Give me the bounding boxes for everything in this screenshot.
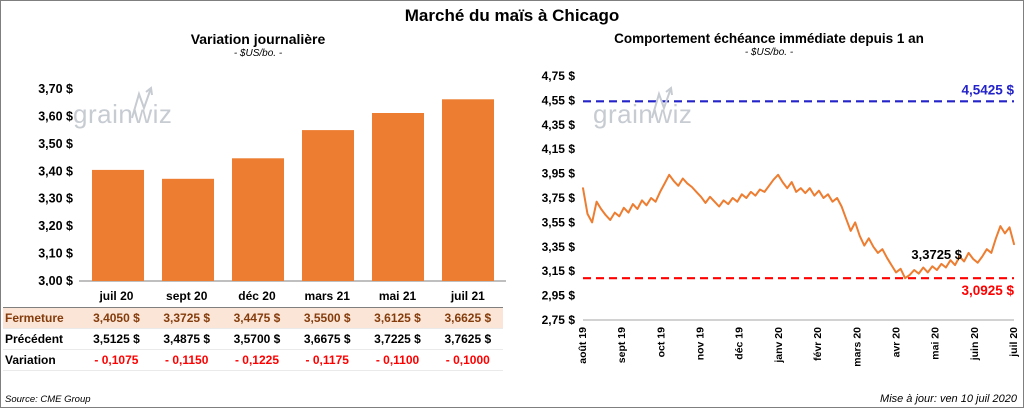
grainwiz-watermark: grainwiz [593,86,693,130]
bar-mars 21 [302,130,354,281]
watermark-spike-icon [651,86,673,119]
reference-line-label: 4,5425 $ [961,82,1014,97]
line-x-axis-label: déc 19 [734,327,746,360]
bar-sept 20 [162,178,214,281]
table-cell: - 0,1000 [445,352,490,367]
line-x-axis-label: juil 20 [1008,327,1020,358]
table-cell: 3,6625 $ [444,310,492,325]
watermark-text: grainwiz [593,99,693,129]
bar-y-tick-label: 3,30 $ [38,192,73,206]
table-cell: 3,3725 $ [163,310,211,325]
column-header: sept 20 [151,286,222,308]
line-x-axis-label: janv 20 [773,327,785,364]
table-row-fermeture: Fermeture 3,4050 $ 3,3725 $ 3,4475 $ 3,5500 … [3,307,503,328]
grainwiz-watermark: grainwiz [73,86,173,130]
watermark-text: grainwiz [73,99,173,129]
bar-déc 20 [232,158,284,281]
bar-juil 21 [442,99,494,281]
line-chart: 4,75 $ 4,55 $ 4,35 $ 4,15 $ 3,95 $ 3,75 $ 3,55… [542,69,1020,367]
bar-y-tick-label: 3,60 $ [38,109,73,123]
column-header: juil 20 [81,286,152,308]
bar-chart: 3,70 $ 3,60 $ 3,50 $ 3,40 $ 3,30 $ 3,20 $ 3,10… [38,82,506,286]
bar-y-tick-label: 3,20 $ [38,219,73,233]
column-header: mars 21 [292,286,363,308]
table-cell: 3,7225 $ [374,331,421,346]
line-y-tick-label: 3,55 $ [542,215,576,229]
line-y-tick-label: 3,15 $ [542,264,576,278]
price-line [582,173,1015,280]
line-y-tick-label: 3,75 $ [542,191,576,205]
bar-y-tick-label: 3,70 $ [38,82,73,96]
bar-y-tick-label: 3,10 $ [38,247,73,261]
table-cell: - 0,1150 [165,352,209,367]
table-cell: 3,5700 $ [233,331,281,346]
table-cell: 3,4875 $ [163,331,211,346]
page-title: Marché du maïs à Chicago [404,6,620,25]
table-row-variation: Variation - 0,1075 - 0,1150 - 0,1225 - 0,117… [3,349,503,370]
row-label: Variation [5,352,56,367]
column-header: déc 20 [221,286,293,308]
line-x-axis-label: mars 20 [851,327,863,367]
last-price-label: 3,3725 $ [911,247,962,262]
watermark-spike-icon [131,86,153,119]
column-header: juil 21 [432,286,503,308]
line-x-axis-label: août 19 [577,327,589,364]
column-header: mai 21 [362,286,433,308]
row-label: Précédent [5,331,64,346]
row-label: Fermeture [5,310,64,325]
reference-line-label: 3,0925 $ [961,283,1014,298]
line-y-tick-label: 4,75 $ [542,69,576,83]
line-y-tick-label: 4,55 $ [542,93,576,107]
bar-mai 21 [372,113,424,281]
line-x-axis-label: avr 20 [891,327,903,358]
footer: Source: CME Group Mise à jour: ven 10 ju… [5,393,1017,405]
line-x-axis-label: oct 19 [655,327,667,358]
bar-chart-title: Variation journalière [190,31,326,47]
table-cell: 3,7625 $ [444,331,492,346]
bar-chart-subtitle: - $US/bo. - [233,48,283,59]
table-cell: 3,6675 $ [303,331,351,346]
table-row-precedent: Précédent 3,5125 $ 3,4875 $ 3,5700 $ 3,6675 … [3,328,503,349]
table-cell: - 0,1100 [375,352,420,367]
update-date: Mise à jour: ven 10 juil 2020 [880,393,1017,405]
line-chart-subtitle: - $US/bo. - [744,47,794,58]
bar-y-tick-label: 3,40 $ [38,164,73,178]
line-x-axis-label: sept 19 [616,327,628,363]
line-y-tick-label: 3,95 $ [542,167,576,181]
bar-y-tick-label: 3,00 $ [38,274,73,286]
table-cell: - 0,1075 [94,352,139,367]
line-y-tick-label: 2,75 $ [542,313,576,327]
source-note: Source: CME Group [5,394,91,405]
line-y-tick-label: 4,15 $ [542,142,576,156]
table-cell: - 0,1175 [305,352,349,367]
bar-panel: Variation journalière - $US/bo. - 3,70 $… [3,31,513,371]
line-x-axis-label: nov 19 [695,327,707,360]
table-cell: - 0,1225 [234,352,279,367]
table-cell: 3,5500 $ [303,310,351,325]
table-cell: 3,4475 $ [233,310,281,325]
bar-y-tick-label: 3,50 $ [38,137,73,151]
table-corner-cell [3,286,82,308]
line-panel: Comportement échéance immédiate depuis 1… [515,31,1023,380]
line-x-axis-label: juin 20 [969,327,981,361]
bar-juil 20 [92,169,144,281]
line-y-tick-label: 3,35 $ [542,240,576,254]
line-y-tick-label: 4,35 $ [542,118,576,132]
line-y-tick-label: 2,95 $ [542,289,576,303]
table-cell: 3,6125 $ [374,310,421,325]
table-cell: 3,5125 $ [93,331,140,346]
line-x-axis-label: mai 20 [930,327,942,360]
table-header-row: juil 20 sept 20 déc 20 mars 21 mai 21 juil 21 [3,286,503,308]
values-table: juil 20 sept 20 déc 20 mars 21 mai 21 juil 21… [3,286,503,371]
line-x-axis-label: févr 20 [812,327,824,361]
line-chart-title: Comportement échéance immédiate depuis 1… [614,31,924,46]
table-cell: 3,4050 $ [93,310,140,325]
